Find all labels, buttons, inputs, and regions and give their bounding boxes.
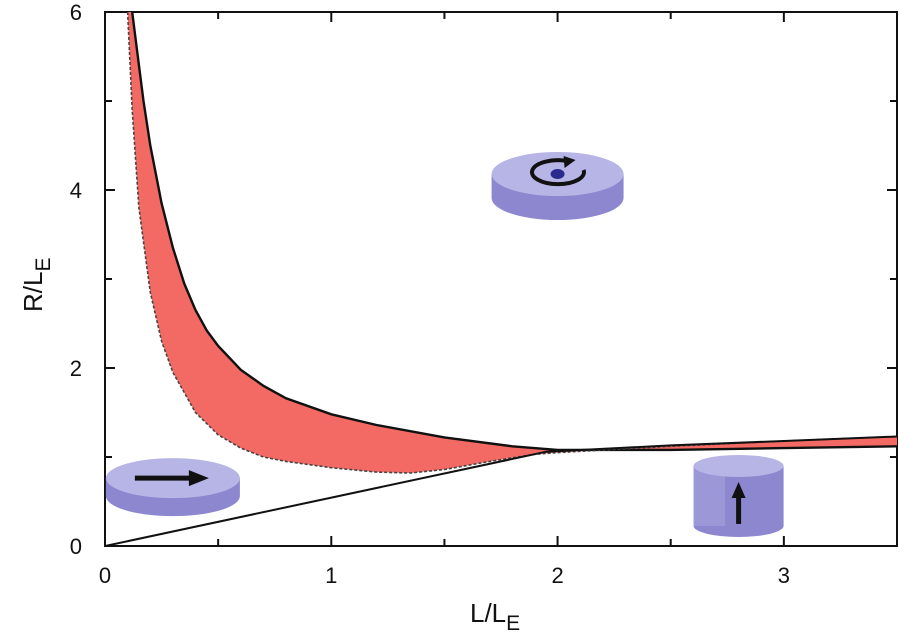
upper-boundary xyxy=(131,12,897,452)
boundary-line-layer xyxy=(105,435,897,546)
x-tick-label: 3 xyxy=(778,563,790,588)
axes xyxy=(104,11,898,547)
y-tick-label: 0 xyxy=(70,534,82,559)
y-tick-label: 4 xyxy=(70,178,82,203)
x-tick-label: 0 xyxy=(99,563,111,588)
phase-boundary-line xyxy=(105,435,897,546)
x-tick-label: 2 xyxy=(551,563,563,588)
perpendicular-pillar-icon xyxy=(693,454,784,537)
y-tick-label: 2 xyxy=(70,356,82,381)
phase-region-layer xyxy=(126,12,897,474)
lower-boundary xyxy=(126,12,897,474)
x-tick-label: 1 xyxy=(325,563,337,588)
in-plane-disk-icon xyxy=(105,458,240,517)
vortex-disk-icon xyxy=(491,152,624,220)
tick-labels: 0 1 2 3 0 2 4 6 xyxy=(70,0,790,588)
x-axis-label: L/LE xyxy=(470,598,520,635)
y-axis-label: R/LE xyxy=(18,258,55,312)
y-tick-label: 6 xyxy=(70,0,82,25)
inset-icons xyxy=(105,152,784,537)
